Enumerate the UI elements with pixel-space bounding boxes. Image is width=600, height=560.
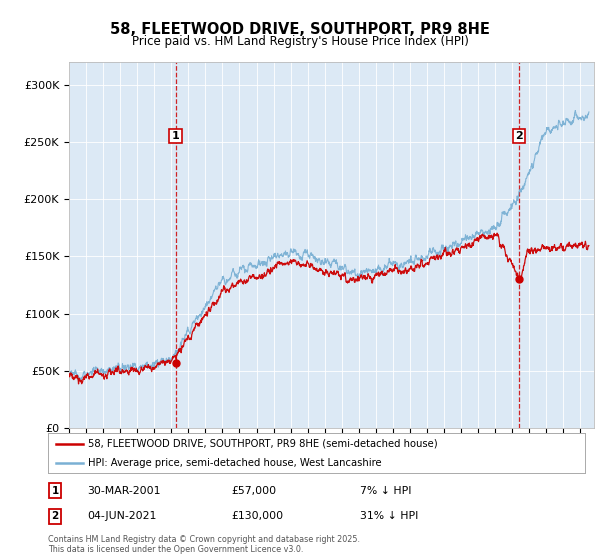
Text: Contains HM Land Registry data © Crown copyright and database right 2025.
This d: Contains HM Land Registry data © Crown c… [48,535,360,554]
Text: 7% ↓ HPI: 7% ↓ HPI [360,486,412,496]
Text: 1: 1 [172,131,179,141]
Text: £57,000: £57,000 [231,486,276,496]
Text: £130,000: £130,000 [231,511,283,521]
Text: 2: 2 [52,511,59,521]
Text: 58, FLEETWOOD DRIVE, SOUTHPORT, PR9 8HE: 58, FLEETWOOD DRIVE, SOUTHPORT, PR9 8HE [110,22,490,38]
Text: 2: 2 [515,131,523,141]
Text: 1: 1 [52,486,59,496]
Text: 04-JUN-2021: 04-JUN-2021 [87,511,157,521]
Text: 58, FLEETWOOD DRIVE, SOUTHPORT, PR9 8HE (semi-detached house): 58, FLEETWOOD DRIVE, SOUTHPORT, PR9 8HE … [88,439,438,449]
Text: 31% ↓ HPI: 31% ↓ HPI [360,511,418,521]
Text: HPI: Average price, semi-detached house, West Lancashire: HPI: Average price, semi-detached house,… [88,458,382,468]
Text: 30-MAR-2001: 30-MAR-2001 [87,486,161,496]
Text: Price paid vs. HM Land Registry's House Price Index (HPI): Price paid vs. HM Land Registry's House … [131,35,469,48]
